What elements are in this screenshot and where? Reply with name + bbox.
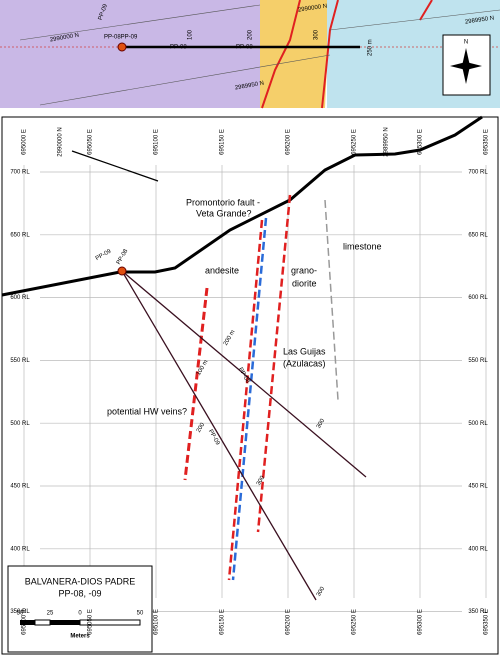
hole-label: PP-09 [98,3,110,21]
depth-label: 300 [314,29,320,40]
drill-hole [121,270,367,478]
grid-label: 2990000 N [298,4,328,14]
grid-line [19,4,261,41]
easting-label: 695200 E [286,129,292,155]
section-grid [23,165,487,612]
drill-hole [121,270,317,601]
easting-label: 695150 E [220,129,226,155]
elevation-label: 450 RL [10,484,30,490]
easting-label: 695050 E [88,609,94,635]
unit-label: Veta Grande? [196,208,252,218]
easting-label: 695100 E [154,609,160,635]
unit-label: Las Guijas [283,346,326,356]
hole-label: PP-08PP-09 [104,35,138,41]
elevation-label: 350 RL [10,609,30,615]
depth-label: 300 [316,586,327,598]
vein [419,0,433,21]
elevation-label: 400 RL [468,546,488,552]
depth-label: 250 m [368,39,374,56]
topography [1,115,483,297]
elevation-label: 500 RL [10,421,30,427]
unit-label: andesite [205,265,239,275]
legend-subtitle: PP-08, -09 [58,588,101,598]
scale-bar [34,619,51,626]
vein-dashed [183,287,209,481]
contact-dashed [324,199,339,401]
unit-label: potential HW veins? [107,406,187,416]
unit-label: (Azulacas) [283,358,326,368]
easting-label: 695050 E [88,129,94,155]
scale-label: 25 [47,611,54,617]
grid-line [329,9,500,31]
plan-map [0,0,500,109]
grid-label: 2990000 N [50,33,80,44]
old-section [71,150,159,182]
easting-label: 695300 E [418,609,424,635]
fault [261,0,301,109]
elevation-label: 550 RL [468,358,488,364]
scale-label: 50 [17,611,24,617]
elevation-label: 650 RL [468,232,488,238]
grid-line [39,54,331,106]
granodiorite-zone [260,0,330,108]
easting-label: 695100 E [154,129,160,155]
unit-label: grano- [291,265,317,275]
scale-label: 50 [137,611,144,617]
vein-dashed [227,219,264,581]
unit-label: diorite [292,278,317,288]
elevation-label: 500 RL [468,421,488,427]
easting-label: 695000 E [22,129,28,155]
scale-bar [50,620,80,625]
grid-label: 2989950 N [465,16,495,26]
grid-label: 2989950 N [235,81,265,92]
hole-label: PP-08 [170,45,187,51]
northing-label: 2990000 N [58,127,64,156]
easting-label: 695350 E [484,609,490,635]
easting-label: 695350 E [484,129,490,155]
northing-label: 2989950 N [384,127,390,156]
depth-label: 200 [196,422,207,434]
legend-title: BALVANERA-DIOS PADRE [25,576,136,586]
vein-dashed [256,194,292,533]
easting-label: 695250 E [352,609,358,635]
elevation-label: 650 RL [10,232,30,238]
easting-label: 695300 E [418,129,424,155]
depth-label: 200 [248,29,254,40]
elevation-label: 700 RL [10,170,30,176]
easting-label: 695000 E [22,609,28,635]
easting-label: 695250 E [352,129,358,155]
vein-dashed [231,217,268,581]
depth-label: 300 [256,475,267,487]
elevation-label: 450 RL [468,484,488,490]
elevation-label: 550 RL [10,358,30,364]
north-arrow [450,62,482,70]
unit-label: Promontorio fault - [186,197,260,207]
hole-label: PP-08 [236,45,253,51]
elevation-label: 600 RL [10,295,30,301]
elevation-label: 400 RL [10,546,30,552]
collar [117,266,127,276]
elevation-label: 350 RL [468,609,488,615]
legend-box [7,565,153,653]
easting-label: 695150 E [220,609,226,635]
depth-label: 300 [316,418,327,430]
unit-label: limestone [343,241,382,251]
north-label: N [464,40,468,46]
scale-bar [20,620,35,625]
elevation-label: 700 RL [468,170,488,176]
elevation-label: 600 RL [468,295,488,301]
easting-label: 695200 E [286,609,292,635]
scale-unit: Meters [70,634,90,640]
scale-bar [79,619,141,626]
depth-label: 100 [188,29,194,40]
contact [321,0,339,109]
scale-label: 0 [78,611,82,617]
collar [117,42,127,52]
andesite-zone [0,0,260,108]
